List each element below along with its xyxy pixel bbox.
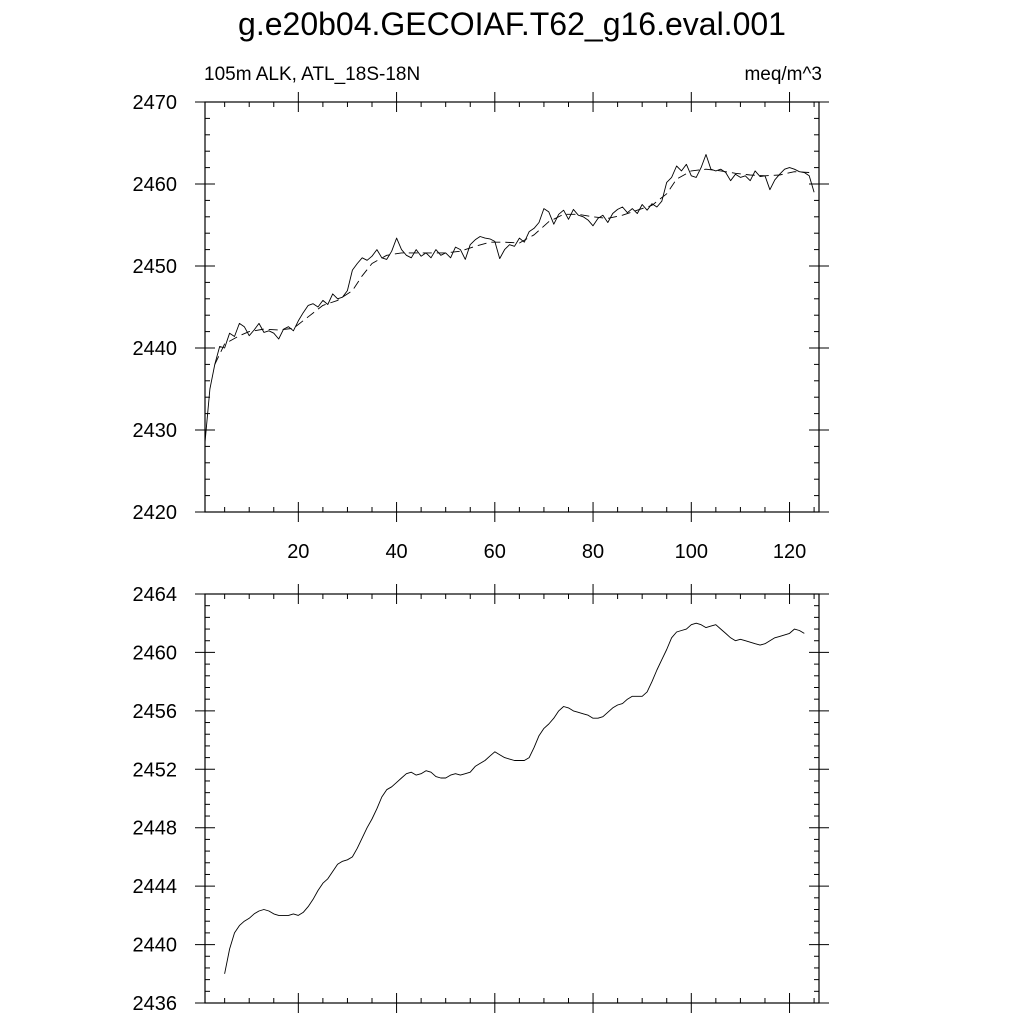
chart-subtitle-left: 105m ALK, ATL_18S-18N <box>204 64 421 85</box>
y-tick-label: 2440 <box>133 935 178 957</box>
y-tick-label: 2456 <box>133 701 178 723</box>
y-tick-label: 2460 <box>133 174 178 196</box>
x-tick-label: 40 <box>385 541 407 563</box>
chart-title: g.e20b04.GECOIAF.T62_g16.eval.001 <box>238 6 786 42</box>
y-tick-label: 2452 <box>133 759 178 781</box>
x-tick-label: 80 <box>582 541 604 563</box>
y-tick-label: 2450 <box>133 256 178 278</box>
plot-frame <box>204 101 820 513</box>
y-tick-label: 2448 <box>133 818 178 840</box>
chart-units-label: meq/m^3 <box>744 64 822 85</box>
y-tick-label: 2470 <box>133 92 178 114</box>
y-tick-label: 2440 <box>133 338 178 360</box>
y-tick-label: 2464 <box>133 584 178 606</box>
x-tick-label: 120 <box>773 541 806 563</box>
series-line-dashed <box>214 168 810 365</box>
x-tick-label: 20 <box>287 541 309 563</box>
y-tick-label: 2460 <box>133 642 178 664</box>
x-tick-label: 100 <box>675 541 708 563</box>
series-line-solid <box>224 622 805 974</box>
x-tick-label: 60 <box>484 541 506 563</box>
y-tick-label: 2436 <box>133 993 178 1015</box>
plot-panel-1: 2420 2430 2440 2450 2460 2470 20 40 60 80 100 120 <box>133 92 829 563</box>
plot-panel-2: 2436 2440 2444 2448 2452 2456 2460 2464 <box>133 584 829 1015</box>
series-line-solid <box>204 154 815 443</box>
y-tick-label: 2444 <box>133 876 178 898</box>
y-tick-label: 2430 <box>133 420 178 442</box>
y-tick-label: 2420 <box>133 502 178 524</box>
plot-frame <box>204 593 820 1004</box>
